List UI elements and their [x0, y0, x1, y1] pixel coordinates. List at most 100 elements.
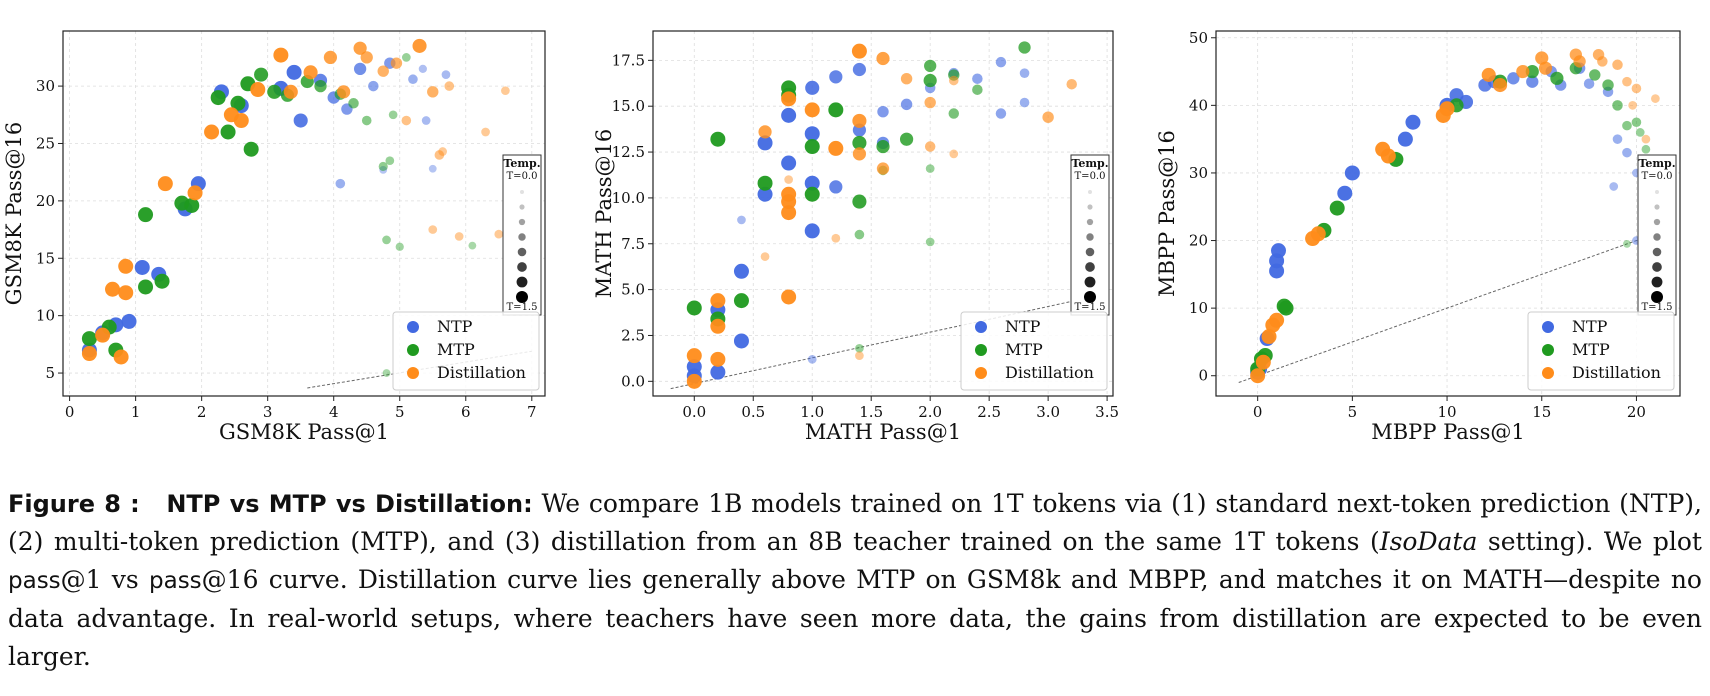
legend-label-ntp: NTP	[1005, 317, 1041, 336]
y-tick-label: 15	[36, 249, 55, 267]
legend-label-distillation: Distillation	[1005, 363, 1094, 382]
data-point	[1329, 200, 1345, 216]
temperature-legend-low: T=0.0	[507, 171, 538, 182]
data-point	[243, 141, 259, 157]
temperature-legend-dot	[518, 233, 526, 241]
data-point	[481, 127, 490, 137]
series-legend: NTP MTP Distillation	[960, 311, 1108, 391]
x-tick-label: 2.0	[918, 403, 942, 421]
data-point	[948, 75, 959, 86]
plot-frame	[62, 30, 546, 397]
caption-text-4: @16 curve. Distillation curve lies gener…	[8, 565, 1702, 671]
data-point	[900, 98, 913, 111]
data-point	[157, 176, 173, 192]
temperature-legend: Temp.T=0.0 T=1.5	[502, 154, 542, 316]
temperature-legend-dot	[1085, 262, 1095, 272]
temperature-legend: Temp.T=0.0 T=1.5	[1070, 154, 1110, 316]
temperature-legend-dot	[1086, 218, 1094, 226]
data-point	[360, 51, 373, 64]
data-point	[972, 73, 983, 84]
data-point	[286, 64, 302, 80]
data-point	[781, 155, 797, 171]
data-point	[335, 178, 346, 189]
data-point	[877, 106, 889, 118]
data-point	[187, 185, 203, 201]
data-point	[854, 229, 865, 240]
data-point	[210, 90, 226, 106]
data-point	[900, 72, 913, 85]
data-point	[852, 135, 867, 150]
y-axis-label: MATH Pass@16	[592, 129, 616, 299]
temperature-legend-dot	[1651, 276, 1663, 288]
data-point	[1042, 111, 1054, 123]
data-point	[1641, 134, 1651, 144]
data-point	[733, 293, 749, 309]
temperature-legend-title: Temp.	[1071, 157, 1108, 170]
baseline-line	[307, 350, 532, 389]
data-point	[454, 232, 464, 241]
data-point	[1344, 165, 1360, 181]
data-point	[852, 62, 867, 77]
data-point	[1612, 100, 1623, 111]
y-tick-label: 5	[45, 364, 55, 382]
data-point	[781, 205, 797, 221]
data-point	[382, 369, 391, 377]
y-tick-label: 50	[1189, 29, 1208, 47]
data-point	[710, 318, 726, 334]
data-point	[1526, 75, 1539, 88]
x-tick-label: 1.5	[859, 403, 883, 421]
data-point	[428, 225, 438, 234]
x-axis-label: MATH Pass@1	[805, 420, 961, 444]
caption-italic: IsoData	[1379, 527, 1478, 556]
caption-label: Figure 8 :	[8, 490, 140, 518]
data-point	[1602, 79, 1614, 91]
data-point	[138, 279, 154, 295]
data-point	[337, 85, 351, 99]
data-point	[438, 147, 448, 156]
y-tick-label: 15.0	[612, 97, 645, 115]
data-point	[408, 74, 418, 85]
data-point	[972, 84, 983, 95]
data-point	[852, 147, 867, 161]
data-point	[1628, 101, 1638, 110]
data-point	[154, 273, 170, 289]
data-point	[710, 351, 726, 367]
data-point	[250, 82, 266, 98]
figure-panels: 0 1 2 3 4 5 6 7 5 10 15 20 25 30 GSM8K Pass@1 GSM8K Pas…	[2, 29, 1681, 444]
data-point	[501, 86, 510, 96]
data-point	[1397, 131, 1413, 147]
y-tick-label: 17.5	[612, 51, 645, 69]
temperature-legend-dot	[1086, 233, 1094, 241]
data-point	[925, 237, 935, 247]
data-point	[1623, 240, 1631, 248]
data-point	[418, 64, 427, 74]
data-point	[1019, 97, 1030, 108]
caption-text-2: setting). We plot	[1477, 527, 1702, 556]
temperature-legend-dot	[517, 247, 527, 257]
data-point	[81, 331, 97, 347]
data-point	[1641, 144, 1651, 154]
series-mtp	[686, 41, 1031, 353]
x-tick-label: 4	[329, 403, 339, 421]
temperature-legend-dot	[1655, 190, 1659, 194]
caption-text-3: @1 vs	[60, 565, 149, 594]
data-point	[829, 180, 843, 194]
data-point	[804, 126, 820, 142]
x-axis-label: MBPP Pass@1	[1371, 420, 1525, 444]
data-point	[804, 139, 820, 155]
data-point	[1622, 76, 1632, 87]
data-point	[293, 113, 308, 128]
data-point	[1481, 67, 1496, 82]
data-point	[995, 108, 1007, 119]
data-point	[494, 229, 504, 239]
x-tick-label: 5	[395, 403, 405, 421]
plot-frame	[652, 30, 1114, 397]
x-tick-label: 20	[1627, 403, 1646, 421]
series-legend: NTP MTP Distillation	[1527, 311, 1675, 391]
data-point	[468, 241, 477, 250]
data-point	[1066, 78, 1077, 90]
x-tick-label: 3.0	[1036, 403, 1060, 421]
data-point	[829, 70, 843, 84]
data-point	[113, 349, 129, 365]
data-point	[427, 86, 439, 98]
